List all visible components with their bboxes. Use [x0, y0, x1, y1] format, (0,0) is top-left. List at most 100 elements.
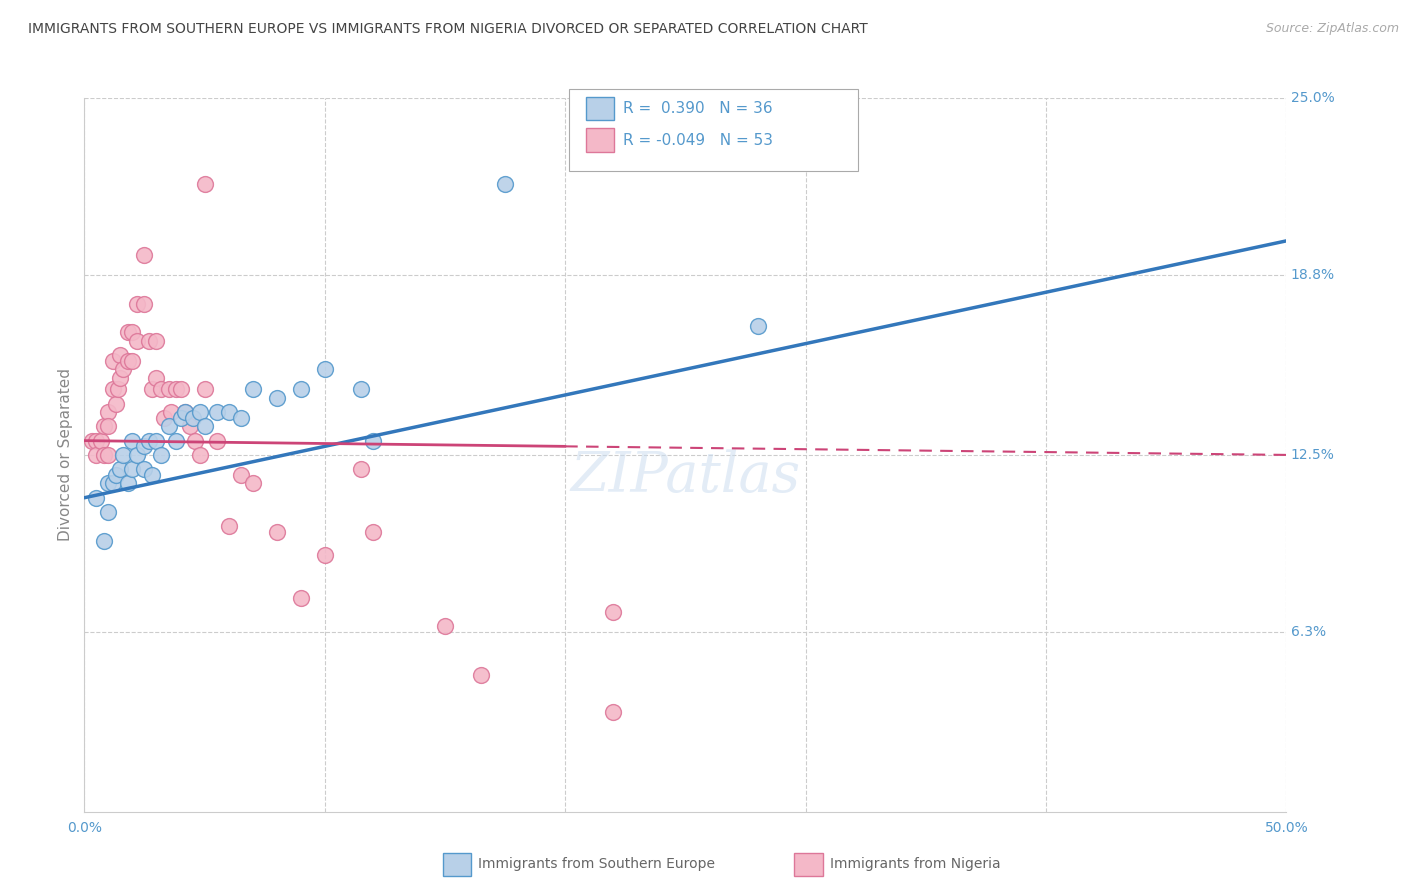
Point [141, 467, 163, 482]
Point [194, 382, 217, 396]
Text: 50.0%: 50.0% [1264, 821, 1309, 835]
Point [174, 405, 197, 419]
Point [165, 382, 187, 396]
Text: R = -0.049   N = 53: R = -0.049 N = 53 [623, 133, 773, 147]
Point [194, 419, 217, 434]
Point [134, 248, 156, 262]
Point [169, 410, 191, 425]
Point [111, 448, 134, 462]
Point [194, 177, 217, 191]
Point [747, 319, 769, 334]
Text: Immigrants from Southern Europe: Immigrants from Southern Europe [478, 857, 716, 871]
Point [181, 410, 204, 425]
Point [218, 405, 240, 419]
Point [229, 467, 252, 482]
Point [145, 371, 167, 385]
Point [134, 296, 156, 310]
Point [103, 353, 125, 368]
Point [117, 325, 139, 339]
Point [361, 524, 384, 539]
Point [152, 410, 174, 425]
Text: Source: ZipAtlas.com: Source: ZipAtlas.com [1265, 22, 1399, 36]
Point [174, 405, 197, 419]
Point [205, 434, 228, 448]
Point [117, 476, 139, 491]
Point [97, 505, 120, 519]
Point [179, 419, 201, 434]
Point [350, 382, 373, 396]
Point [242, 382, 264, 396]
Text: IMMIGRANTS FROM SOUTHERN EUROPE VS IMMIGRANTS FROM NIGERIA DIVORCED OR SEPARATED: IMMIGRANTS FROM SOUTHERN EUROPE VS IMMIG… [28, 22, 868, 37]
Point [104, 396, 127, 410]
Point [121, 462, 143, 476]
Point [121, 325, 143, 339]
Point [110, 462, 132, 476]
Point [93, 419, 115, 434]
Point [134, 439, 156, 453]
Point [110, 348, 132, 362]
Point [150, 382, 173, 396]
Point [350, 462, 373, 476]
Point [266, 391, 288, 405]
Point [93, 533, 115, 548]
Point [90, 434, 112, 448]
Point [266, 524, 288, 539]
Point [314, 548, 336, 562]
Point [602, 705, 624, 719]
Point [602, 605, 624, 619]
Point [188, 405, 211, 419]
Y-axis label: Divorced or Separated: Divorced or Separated [58, 368, 73, 541]
Point [494, 177, 516, 191]
Point [141, 382, 163, 396]
Point [127, 296, 149, 310]
Point [111, 362, 134, 376]
Point [86, 448, 108, 462]
Point [157, 382, 180, 396]
Point [169, 382, 191, 396]
Point [165, 434, 187, 448]
Text: 12.5%: 12.5% [1291, 448, 1334, 462]
Point [104, 467, 127, 482]
Text: 25.0%: 25.0% [1291, 91, 1334, 105]
Point [97, 405, 120, 419]
Point [103, 476, 125, 491]
Point [138, 334, 160, 348]
Text: 0.0%: 0.0% [67, 821, 101, 835]
Point [229, 410, 252, 425]
Text: R =  0.390   N = 36: R = 0.390 N = 36 [623, 102, 772, 116]
Point [107, 382, 129, 396]
Point [145, 434, 167, 448]
Point [314, 362, 336, 376]
Point [184, 434, 207, 448]
Point [218, 519, 240, 533]
Point [290, 591, 312, 605]
Text: Immigrants from Nigeria: Immigrants from Nigeria [830, 857, 1000, 871]
Point [97, 476, 120, 491]
Point [121, 434, 143, 448]
Point [86, 491, 108, 505]
Point [97, 419, 120, 434]
Text: ZIPatlas: ZIPatlas [571, 449, 800, 504]
Point [80, 434, 103, 448]
Point [361, 434, 384, 448]
Text: 6.3%: 6.3% [1291, 625, 1326, 639]
Point [205, 405, 228, 419]
Point [127, 448, 149, 462]
Point [188, 448, 211, 462]
Point [117, 353, 139, 368]
Point [242, 476, 264, 491]
Point [110, 371, 132, 385]
Point [127, 334, 149, 348]
Point [434, 619, 457, 633]
Point [121, 353, 143, 368]
Point [150, 448, 173, 462]
Point [134, 462, 156, 476]
Text: 18.8%: 18.8% [1291, 268, 1334, 282]
Point [157, 419, 180, 434]
Point [86, 434, 108, 448]
Point [290, 382, 312, 396]
Point [138, 434, 160, 448]
Point [93, 448, 115, 462]
Point [470, 667, 492, 681]
Point [145, 334, 167, 348]
